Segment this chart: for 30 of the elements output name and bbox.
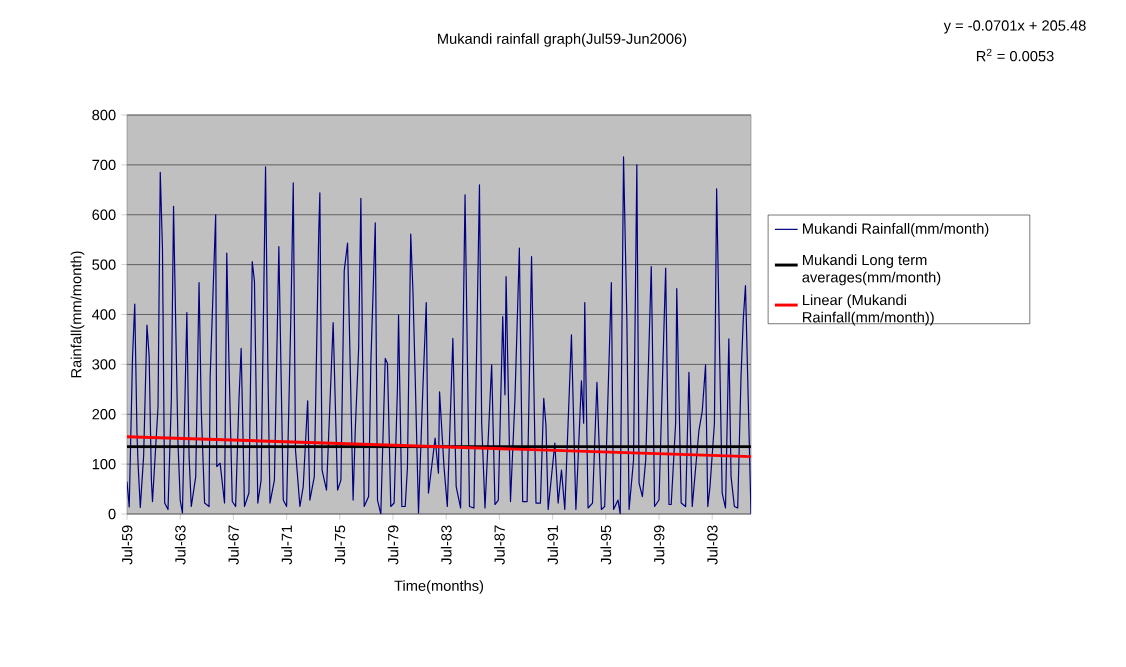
y-tick-label: 500 bbox=[92, 259, 116, 270]
x-tick-label: Jul-83 bbox=[440, 525, 452, 565]
chart-title: Mukandi rainfall graph(Jul59-Jun2006) bbox=[438, 33, 687, 47]
y-tick-label: 100 bbox=[92, 458, 116, 470]
x-tick-label: Jul-87 bbox=[494, 525, 505, 565]
x-tick-label: Jul-99 bbox=[653, 525, 665, 565]
x-tick-label: Jul-63 bbox=[174, 525, 186, 565]
x-tick-label: Jul-79 bbox=[387, 525, 399, 565]
x-tick-label: Jul-03 bbox=[706, 525, 718, 565]
x-tick-label: Jul-75 bbox=[334, 525, 346, 565]
y-axis-title: Rainfall(mm/month) bbox=[70, 251, 85, 378]
y-tick-label: 300 bbox=[92, 359, 116, 370]
y-tick-label: 800 bbox=[92, 109, 116, 121]
legend-label: Mukandi Rainfall(mm/month) bbox=[803, 223, 989, 237]
y-tick-label: 200 bbox=[92, 409, 116, 420]
text: R$^{2}$ = 0.0053 bbox=[976, 48, 1054, 62]
x-tick-label: Jul-59 bbox=[121, 525, 133, 565]
line-series bbox=[127, 156, 751, 514]
x-axis-title: Time(months) bbox=[394, 580, 484, 594]
y-tick-label: 600 bbox=[92, 209, 116, 220]
x-tick-label: Jul-91 bbox=[547, 525, 558, 565]
legend-label: Linear (Mukandi Rainfall(mm/month)) bbox=[803, 294, 934, 326]
y-tick-label: 0 bbox=[108, 508, 116, 520]
text: y = -0.0701x + 205.48 bbox=[943, 20, 1086, 34]
legend-label: Mukandi Long term averages(mm/month) bbox=[802, 254, 941, 286]
x-tick-label: Jul-71 bbox=[281, 525, 292, 565]
y-tick-label: 700 bbox=[92, 159, 116, 171]
x-tick-label: Jul-95 bbox=[600, 525, 612, 565]
x-tick-label: Jul-67 bbox=[228, 525, 239, 565]
y-tick-label: 400 bbox=[92, 309, 116, 320]
